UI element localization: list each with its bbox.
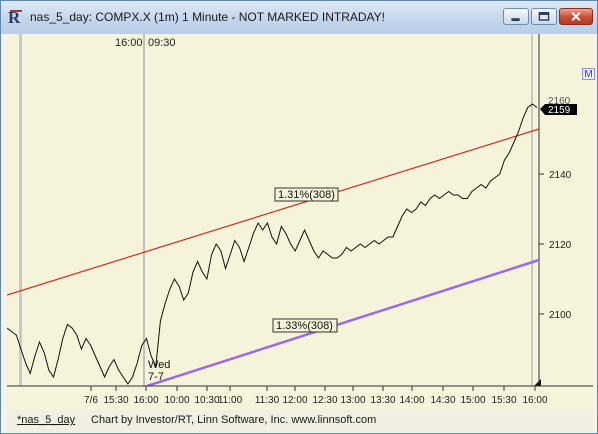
session-label-close: 16:00	[115, 37, 143, 49]
channel-label-top: 1.31%(308)	[278, 189, 335, 201]
x-tick-label: 11:30	[255, 395, 280, 406]
x-tick-label: 14:30	[430, 395, 455, 406]
credit-text: Chart by Investor/RT, Linn Software, Inc…	[91, 414, 377, 426]
status-bar: *nas_5_day Chart by Investor/RT, Linn So…	[7, 410, 593, 432]
x-tick-label: 16:00	[133, 395, 158, 406]
x-tick-label: 15:00	[460, 395, 485, 406]
chart-area[interactable]: 16:00 09:30 1.31%(308) 1.33%(308) Wed 7-…	[7, 34, 595, 410]
x-tick-label: 7/6	[84, 395, 98, 406]
time-axis[interactable]	[7, 386, 593, 410]
title-bar[interactable]: R nas_5_day: COMPX.X (1m) 1 Minute - NOT…	[1, 1, 597, 34]
day-label-weekday: Wed	[148, 359, 170, 371]
close-icon	[571, 12, 581, 22]
x-tick-label: 12:30	[312, 395, 337, 406]
day-label-date: 7-7	[148, 371, 164, 383]
x-tick-label: 14:00	[399, 395, 424, 406]
y-tick-label: 2140	[549, 170, 572, 181]
maximize-icon	[538, 12, 550, 21]
channel-label-bottom: 1.33%(308)	[276, 320, 333, 332]
maximize-button[interactable]	[531, 8, 557, 25]
y-tick-label: 2100	[549, 310, 572, 321]
x-tick-label: 11:00	[218, 395, 243, 406]
y-axis-ticks: 2100 2120 2140	[539, 170, 572, 321]
close-button[interactable]	[559, 8, 593, 25]
price-chart[interactable]: 16:00 09:30 1.31%(308) 1.33%(308) Wed 7-…	[7, 34, 593, 410]
x-tick-label: 16:00	[522, 395, 547, 406]
x-tick-label: 15:30	[103, 395, 128, 406]
channel-label-top-box	[274, 187, 339, 202]
app-logo-icon[interactable]: R	[7, 8, 23, 26]
lower-channel-line[interactable]	[146, 258, 540, 388]
channel-label-bottom-box	[272, 318, 338, 333]
x-tick-label: 10:30	[194, 395, 219, 406]
x-tick-label: 12:00	[282, 395, 307, 406]
x-tick-label: 13:00	[340, 395, 365, 406]
scroll-marker-icon	[534, 379, 541, 386]
y-tick-label: 2120	[549, 240, 572, 251]
price-scale[interactable]	[539, 34, 593, 386]
x-tick-label: 15:30	[491, 395, 516, 406]
last-price-marker	[540, 104, 577, 115]
minimize-icon	[511, 18, 520, 21]
price-line[interactable]	[7, 103, 538, 385]
last-price-overlap-label: 2160	[548, 96, 571, 107]
session-label-open: 09:30	[148, 37, 176, 49]
svg-text:R: R	[8, 8, 21, 26]
last-price-label: 2159	[548, 105, 571, 116]
window-title: nas_5_day: COMPX.X (1m) 1 Minute - NOT M…	[30, 10, 385, 24]
minimize-button[interactable]	[503, 8, 529, 25]
x-tick-label: 13:30	[370, 395, 395, 406]
x-tick-label: 10:00	[164, 395, 189, 406]
session-divider-left	[19, 34, 22, 386]
series-name-link[interactable]: *nas_5_day	[17, 414, 76, 426]
upper-channel-line[interactable]	[7, 128, 540, 296]
menu-m-button[interactable]: M	[582, 68, 595, 80]
